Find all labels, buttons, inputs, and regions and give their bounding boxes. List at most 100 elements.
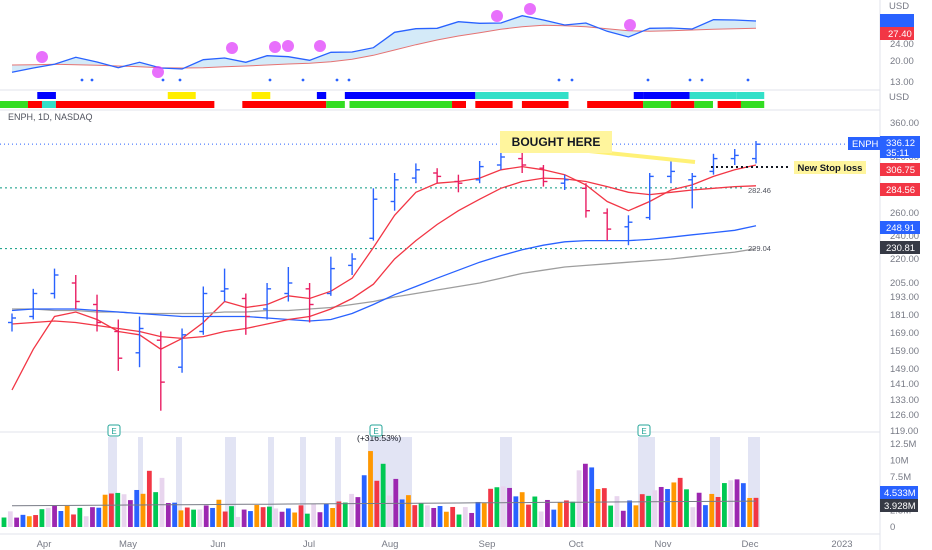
strip-segment	[587, 101, 644, 108]
volume-bar	[191, 509, 196, 527]
strip-segment	[344, 92, 476, 99]
earnings-marker[interactable]: E	[107, 424, 121, 437]
volume-average-tag	[880, 499, 918, 512]
strip-segment	[736, 92, 765, 99]
strip-segment	[326, 101, 345, 108]
volume-bar	[165, 502, 171, 527]
moving-average-line	[11, 164, 757, 391]
price-tick-label: 181.00	[890, 310, 919, 321]
horizontal-levels	[0, 143, 880, 250]
red-level-label: 284.56	[886, 185, 915, 196]
earnings-marker-box	[637, 424, 651, 437]
volume-bar	[551, 509, 557, 527]
price-tick-label: 133.00	[890, 395, 919, 406]
volume-bar	[677, 477, 683, 527]
volume-bar	[665, 489, 670, 527]
price-tick-label: 260.00	[890, 208, 919, 219]
blue-level-label: 248.91	[886, 223, 915, 234]
time-axis-label: Dec	[742, 539, 759, 550]
volume-tick-label: 12.5M	[890, 439, 916, 450]
strip-segment	[251, 92, 271, 99]
stop-loss-text: New Stop loss	[798, 163, 863, 174]
volume-bar	[210, 507, 215, 527]
volume-bar	[608, 505, 614, 527]
volume-bar	[747, 497, 753, 527]
volume-bar	[254, 505, 260, 527]
top-pane-dot	[90, 78, 94, 82]
earnings-marker[interactable]: E	[637, 424, 651, 437]
top-pane-highlight	[282, 40, 294, 52]
volume-bar	[481, 503, 487, 527]
symbol-tag-label: ENPH	[852, 139, 879, 150]
volume-bar	[494, 487, 500, 527]
volume-bar	[526, 504, 531, 527]
volume-bar	[406, 495, 411, 527]
strip-segment	[167, 92, 196, 99]
earnings-marker[interactable]: E	[369, 424, 383, 437]
volume-highlight-band	[268, 437, 274, 527]
strip-segment	[694, 101, 713, 108]
volume-bar	[203, 505, 209, 527]
volume-bar	[285, 508, 291, 527]
top-pane-tick-label: 13.00	[890, 77, 914, 88]
top-pane-highlight	[269, 41, 281, 53]
volume-bar	[172, 502, 178, 527]
volume-bar	[589, 467, 595, 527]
time-axis-label: 2023	[831, 539, 852, 550]
top-pane-highlight	[152, 66, 164, 78]
volume-bar	[304, 513, 310, 527]
volume-bar	[146, 470, 152, 527]
strip-segment	[452, 101, 466, 108]
volume-bar	[96, 507, 102, 527]
volume-bar	[273, 508, 279, 527]
volume-bar	[330, 508, 336, 527]
top-pane-dot	[301, 78, 305, 82]
green-line-2-label: 229.04	[748, 244, 771, 253]
top-pane-tick-label: 24.00	[890, 39, 914, 50]
price-tick-label: 360.00	[890, 118, 919, 129]
volume-bar	[456, 514, 462, 527]
top-pane-dot	[178, 78, 182, 82]
volume-bar	[412, 505, 418, 527]
volume-bar	[121, 494, 127, 527]
volume-bar	[71, 514, 76, 527]
volume-bar	[614, 496, 620, 527]
volume-bar	[241, 509, 247, 527]
volume-highlight-band	[138, 437, 143, 527]
strip-segment	[643, 92, 690, 99]
volume-bar	[178, 510, 184, 527]
volume-highlight-band	[335, 437, 341, 527]
strip-segment	[242, 101, 327, 108]
volume-bar	[1, 517, 7, 527]
volume-tick-label: 7.5M	[890, 472, 911, 483]
volume-bar	[222, 511, 228, 527]
green-line-1-label: 282.46	[748, 186, 771, 195]
volume-average-line	[11, 500, 757, 507]
volume-bar	[279, 511, 285, 527]
time-axis-label: Nov	[655, 539, 672, 550]
volume-bar	[33, 515, 38, 527]
volume-bar	[267, 506, 272, 527]
volume-bar	[703, 505, 708, 527]
volume-bar	[696, 492, 702, 527]
dark-level-tag	[880, 241, 920, 254]
top-pane-dot	[80, 78, 84, 82]
strip-segment	[0, 101, 28, 108]
top-pane-main-line	[11, 15, 757, 73]
volume-bar	[690, 507, 696, 527]
volume-bar	[633, 505, 639, 527]
volume-bar	[323, 503, 329, 527]
volume-bar	[317, 512, 323, 527]
volume-bar	[64, 506, 70, 527]
volume-bar	[39, 509, 45, 527]
price-tick-label: 169.00	[890, 328, 919, 339]
volume-bar	[462, 507, 468, 527]
price-tick-label: 141.00	[890, 379, 919, 390]
time-axis-label: Apr	[37, 539, 52, 550]
time-axis-label: Oct	[569, 539, 584, 550]
volume-highlight-band	[176, 437, 182, 527]
volume-bar	[58, 511, 64, 527]
volume-average-label: 3.928M	[884, 501, 916, 512]
